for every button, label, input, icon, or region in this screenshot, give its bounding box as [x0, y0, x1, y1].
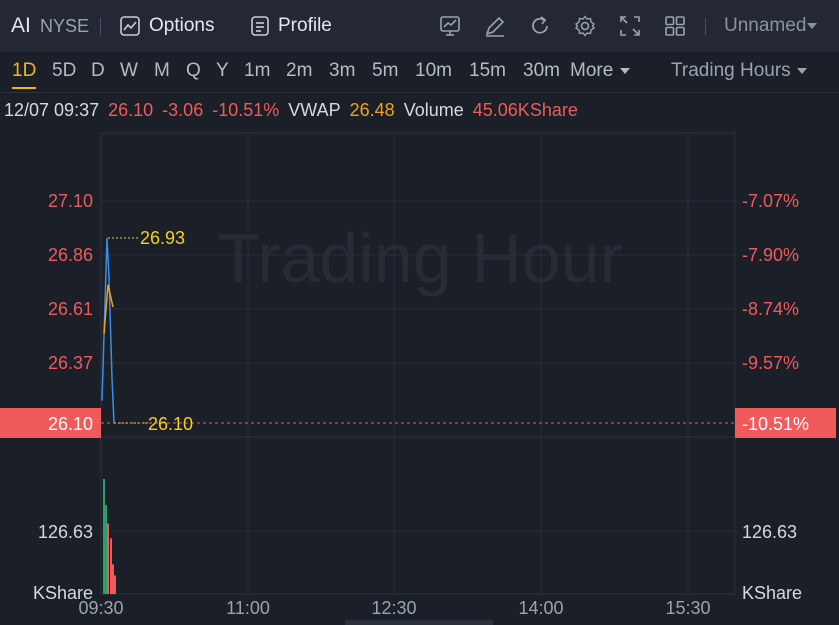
y-axis-right-label: -7.07% [742, 191, 799, 211]
volume-bar [105, 504, 107, 594]
vwap-line [103, 284, 114, 334]
y-axis-right-label: -7.90% [742, 245, 799, 265]
price-line [101, 237, 115, 424]
timeframe-w[interactable]: W [120, 60, 138, 81]
symbol-label[interactable]: AI [11, 14, 31, 37]
more-timeframes-dropdown[interactable]: More [570, 60, 631, 82]
layout-grid-icon[interactable] [663, 14, 687, 38]
exchange-label: NYSE [40, 15, 90, 36]
scroll-handle[interactable] [345, 620, 493, 625]
vwap-value: 26.48 [349, 100, 395, 120]
timeframe-5m[interactable]: 5m [372, 60, 399, 81]
volume-label: Volume [403, 100, 464, 120]
vwap-label: VWAP [288, 100, 341, 120]
profile-button[interactable]: Profile [250, 0, 332, 52]
timeframe-15m[interactable]: 15m [469, 60, 506, 81]
quote-datetime: 12/07 09:37 [4, 100, 100, 120]
indicator-icon[interactable] [438, 14, 462, 38]
y-axis-left-label: 26.61 [48, 299, 93, 319]
high-marker-label: 26.93 [140, 228, 185, 248]
y-axis-right-label: -9.57% [742, 353, 799, 373]
timeframe-3m[interactable]: 3m [329, 60, 356, 81]
volume-bar [103, 479, 105, 594]
top-toolbar: AI NYSE Options Profile Unnamed [0, 0, 839, 52]
timeframe-d[interactable]: D [91, 60, 105, 81]
current-price-tag-text: 26.10 [48, 414, 93, 434]
y-axis-left-label: 26.86 [48, 245, 93, 265]
timeframe-5d[interactable]: 5D [52, 60, 77, 81]
volume-bars [103, 479, 116, 594]
volume-unit-right: KShare [742, 583, 802, 603]
x-axis-label: 12:30 [371, 598, 416, 618]
options-button[interactable]: Options [119, 0, 214, 52]
layout-name-label: Unnamed [724, 15, 807, 36]
watermark-text: Trading Hour [217, 219, 623, 297]
options-label: Options [149, 15, 215, 36]
grid-lines [101, 133, 735, 594]
x-axis-label: 15:30 [665, 598, 710, 618]
timeframe-bar: 1D 5D D W M Q Y 1m 2m 3m 5m 10m 15m 30m … [0, 52, 839, 93]
y-axis-right-label: -8.74% [742, 299, 799, 319]
timeframe-30m[interactable]: 30m [523, 60, 560, 81]
timeframe-q[interactable]: Q [186, 60, 201, 81]
volume-bar [114, 575, 116, 594]
caret-down-icon [619, 68, 630, 74]
quote-price: 26.10 [108, 100, 154, 120]
current-pct-tag [735, 408, 836, 438]
session-dropdown[interactable]: Trading Hours [671, 60, 808, 82]
x-axis-label: 09:30 [78, 598, 123, 618]
timeframe-1d[interactable]: 1D [12, 60, 37, 89]
timeframe-10m[interactable]: 10m [415, 60, 452, 81]
current-price-tag [0, 408, 101, 438]
current-pct-tag-text: -10.51% [742, 414, 809, 434]
separator [705, 18, 706, 35]
x-axis-label: 14:00 [518, 598, 563, 618]
gear-icon[interactable] [573, 14, 597, 38]
profile-label: Profile [278, 15, 332, 36]
volume-bar [112, 564, 114, 594]
draw-pen-icon[interactable] [483, 14, 507, 38]
volume-axis-left: 126.63 [38, 522, 93, 542]
refresh-icon[interactable] [528, 14, 552, 38]
caret-down-icon [796, 68, 807, 74]
timeframe-m[interactable]: M [154, 60, 170, 81]
fullscreen-icon[interactable] [618, 14, 642, 38]
quote-change: -3.06 [162, 100, 204, 120]
timeframe-1m[interactable]: 1m [244, 60, 271, 81]
volume-value: 45.06KShare [472, 100, 578, 120]
quote-info-line: 12/07 09:37 26.10 -3.06 -10.51% VWAP 26.… [4, 100, 582, 121]
volume-unit-left: KShare [33, 583, 93, 603]
volume-axis-right: 126.63 [742, 522, 797, 542]
quote-change-pct: -10.51% [212, 100, 280, 120]
y-axis-left-label: 26.37 [48, 353, 93, 373]
volume-bar [110, 538, 112, 594]
separator [100, 18, 101, 35]
volume-bar [107, 523, 109, 594]
y-axis-left-label: 27.10 [48, 191, 93, 211]
timeframe-y[interactable]: Y [216, 60, 229, 81]
last-marker-label: 26.10 [148, 414, 193, 434]
more-label: More [570, 60, 614, 81]
timeframe-2m[interactable]: 2m [286, 60, 313, 81]
chart-icon [120, 16, 140, 36]
caret-down-icon [807, 23, 818, 29]
x-axis-label: 11:00 [226, 598, 270, 618]
session-label: Trading Hours [671, 60, 791, 81]
layout-name-dropdown[interactable]: Unnamed [724, 0, 818, 52]
document-icon [251, 16, 269, 36]
